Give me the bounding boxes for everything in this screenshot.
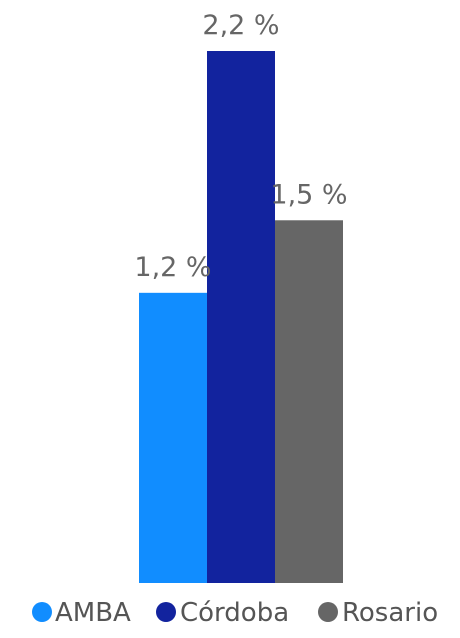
data-label-amba: 1,2 % xyxy=(134,252,211,283)
bars-group xyxy=(139,51,343,584)
bar-rosario xyxy=(275,220,343,584)
legend: AMBA Córdoba Rosario xyxy=(32,598,438,628)
bar-córdoba xyxy=(207,51,275,583)
bar-amba xyxy=(139,292,207,583)
data-label-córdoba: 2,2 % xyxy=(202,10,279,41)
legend-marker-córdoba xyxy=(156,602,176,622)
data-label-rosario: 1,5 % xyxy=(270,179,347,210)
legend-label-rosario: Rosario xyxy=(342,598,438,628)
legend-label-amba: AMBA xyxy=(55,598,131,628)
legend-marker-amba xyxy=(32,602,52,622)
legend-marker-rosario xyxy=(318,602,338,622)
data-labels-group: 1,2 % 2,2 % 1,5 % xyxy=(134,10,347,283)
legend-label-córdoba: Córdoba xyxy=(180,598,289,628)
